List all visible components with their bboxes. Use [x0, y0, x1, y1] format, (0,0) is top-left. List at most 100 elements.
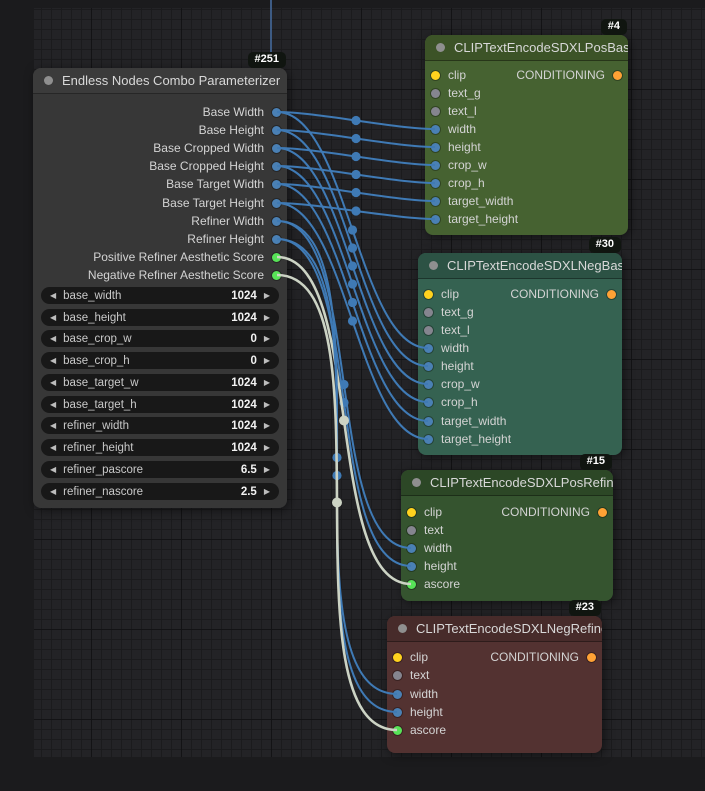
text-l-port-dot-icon[interactable] [431, 106, 440, 116]
widget-increment-arrow-icon[interactable]: ▶ [263, 487, 270, 496]
width-port-dot-icon[interactable] [393, 689, 402, 699]
base-cropped-height-port-dot-icon[interactable] [272, 161, 281, 171]
port-label: crop_w [441, 377, 480, 391]
widget-decrement-arrow-icon[interactable]: ◀ [50, 313, 57, 322]
conditioning-port-dot-icon[interactable] [613, 70, 622, 80]
width-port-dot-icon[interactable] [424, 343, 433, 353]
widget-increment-arrow-icon[interactable]: ▶ [263, 443, 270, 452]
height-port-dot-icon[interactable] [393, 707, 402, 717]
widget-increment-arrow-icon[interactable]: ▶ [263, 421, 270, 430]
widget-decrement-arrow-icon[interactable]: ◀ [50, 487, 57, 496]
conditioning-port-dot-icon[interactable] [607, 289, 616, 299]
target-height-port-dot-icon[interactable] [424, 434, 433, 444]
node-title-bar[interactable]: CLIPTextEncodeSDXLPosRefiner [401, 470, 613, 496]
width-port-dot-icon[interactable] [407, 543, 416, 553]
widget-base-target-w[interactable]: ◀ base_target_w 1024 ▶ [41, 374, 279, 391]
port-label: text_l [448, 104, 477, 118]
text-port-dot-icon[interactable] [393, 670, 402, 680]
widget-decrement-arrow-icon[interactable]: ◀ [50, 291, 57, 300]
refiner-width-port-dot-icon[interactable] [272, 216, 281, 226]
widget-decrement-arrow-icon[interactable]: ◀ [50, 378, 57, 387]
widget-base-width[interactable]: ◀ base_width 1024 ▶ [41, 287, 279, 304]
clip-port-dot-icon[interactable] [431, 70, 440, 80]
base-target-height-port-dot-icon[interactable] [272, 198, 281, 208]
collapse-dot-icon[interactable] [429, 261, 438, 270]
node-title-bar[interactable]: CLIPTextEncodeSDXLNegRefiner [387, 616, 602, 642]
text-l-port-dot-icon[interactable] [424, 325, 433, 335]
widget-value: 0 [250, 332, 257, 345]
text-g-port-dot-icon[interactable] [431, 88, 440, 98]
widget-base-height[interactable]: ◀ base_height 1024 ▶ [41, 309, 279, 326]
node-endless-nodes-combo-parameterizer[interactable]: #251 Endless Nodes Combo Parameterizer Bas… [33, 52, 287, 508]
refiner-height-port-dot-icon[interactable] [272, 234, 281, 244]
text-g-port-dot-icon[interactable] [424, 307, 433, 317]
node-title: CLIPTextEncodeSDXLNegRefiner [416, 621, 602, 636]
crop-w-port-dot-icon[interactable] [431, 160, 440, 170]
node-cliptextencodesdxlnegrefiner[interactable]: #23 CLIPTextEncodeSDXLNegRefiner clip text w… [387, 600, 602, 753]
widget-increment-arrow-icon[interactable]: ▶ [263, 313, 270, 322]
conditioning-port-dot-icon[interactable] [587, 652, 596, 662]
collapse-dot-icon[interactable] [412, 478, 421, 487]
collapse-dot-icon[interactable] [44, 76, 53, 85]
widget-refiner-nascore[interactable]: ◀ refiner_nascore 2.5 ▶ [41, 483, 279, 500]
target-height-port-dot-icon[interactable] [431, 214, 440, 224]
widget-increment-arrow-icon[interactable]: ▶ [263, 291, 270, 300]
node-title-bar[interactable]: CLIPTextEncodeSDXLNegBase [418, 253, 622, 279]
clip-port-dot-icon[interactable] [424, 289, 433, 299]
node-cliptextencodesdxlposrefiner[interactable]: #15 CLIPTextEncodeSDXLPosRefiner clip text w… [401, 454, 613, 601]
height-port-dot-icon[interactable] [407, 561, 416, 571]
widget-refiner-width[interactable]: ◀ refiner_width 1024 ▶ [41, 417, 279, 434]
height-port-dot-icon[interactable] [424, 361, 433, 371]
node-title-bar[interactable]: Endless Nodes Combo Parameterizer [33, 68, 287, 94]
base-width-port-dot-icon[interactable] [272, 107, 281, 117]
clip-port-dot-icon[interactable] [407, 507, 416, 517]
target-width-port-dot-icon[interactable] [424, 416, 433, 426]
target-width-port-dot-icon[interactable] [431, 196, 440, 206]
text-port-dot-icon[interactable] [407, 525, 416, 535]
widget-base-target-h[interactable]: ◀ base_target_h 1024 ▶ [41, 396, 279, 413]
widget-base-crop-h[interactable]: ◀ base_crop_h 0 ▶ [41, 352, 279, 369]
widget-increment-arrow-icon[interactable]: ▶ [263, 334, 270, 343]
output-port-base-target-width: Base Target Width [166, 175, 287, 193]
node-cliptextencodesdxlnegbase[interactable]: #30 CLIPTextEncodeSDXLNegBase clip text_g te… [418, 237, 622, 455]
widget-decrement-arrow-icon[interactable]: ◀ [50, 334, 57, 343]
node-title-bar[interactable]: CLIPTextEncodeSDXLPosBase [425, 35, 628, 61]
input-port-clip: clip [425, 66, 466, 84]
widget-increment-arrow-icon[interactable]: ▶ [263, 378, 270, 387]
crop-h-port-dot-icon[interactable] [431, 178, 440, 188]
widget-decrement-arrow-icon[interactable]: ◀ [50, 400, 57, 409]
collapse-dot-icon[interactable] [436, 43, 445, 52]
widget-value: 2.5 [240, 485, 257, 498]
width-port-dot-icon[interactable] [431, 124, 440, 134]
base-target-width-port-dot-icon[interactable] [272, 179, 281, 189]
port-label: text_g [441, 305, 474, 319]
port-label: height [448, 140, 481, 154]
node-cliptextencodesdxlposbase[interactable]: #4 CLIPTextEncodeSDXLPosBase clip text_g tex… [425, 19, 628, 235]
clip-port-dot-icon[interactable] [393, 652, 402, 662]
widget-refiner-height[interactable]: ◀ refiner_height 1024 ▶ [41, 439, 279, 456]
widget-decrement-arrow-icon[interactable]: ◀ [50, 465, 57, 474]
widget-decrement-arrow-icon[interactable]: ◀ [50, 421, 57, 430]
widget-increment-arrow-icon[interactable]: ▶ [263, 356, 270, 365]
negative-refiner-aesthetic-score-port-dot-icon[interactable] [272, 270, 281, 280]
widget-refiner-pascore[interactable]: ◀ refiner_pascore 6.5 ▶ [41, 461, 279, 478]
input-port-text: text [401, 521, 443, 539]
crop-h-port-dot-icon[interactable] [424, 397, 433, 407]
widget-increment-arrow-icon[interactable]: ▶ [263, 400, 270, 409]
base-cropped-width-port-dot-icon[interactable] [272, 143, 281, 153]
output-port-refiner-height: Refiner Height [187, 230, 287, 248]
widget-increment-arrow-icon[interactable]: ▶ [263, 465, 270, 474]
widget-decrement-arrow-icon[interactable]: ◀ [50, 443, 57, 452]
widget-base-crop-w[interactable]: ◀ base_crop_w 0 ▶ [41, 330, 279, 347]
collapse-dot-icon[interactable] [398, 624, 407, 633]
widget-decrement-arrow-icon[interactable]: ◀ [50, 356, 57, 365]
base-height-port-dot-icon[interactable] [272, 125, 281, 135]
ascore-port-dot-icon[interactable] [393, 725, 402, 735]
ascore-port-dot-icon[interactable] [407, 579, 416, 589]
crop-w-port-dot-icon[interactable] [424, 379, 433, 389]
height-port-dot-icon[interactable] [431, 142, 440, 152]
conditioning-port-dot-icon[interactable] [598, 507, 607, 517]
positive-refiner-aesthetic-score-port-dot-icon[interactable] [272, 252, 281, 262]
input-port-target-width: target_width [425, 192, 513, 210]
